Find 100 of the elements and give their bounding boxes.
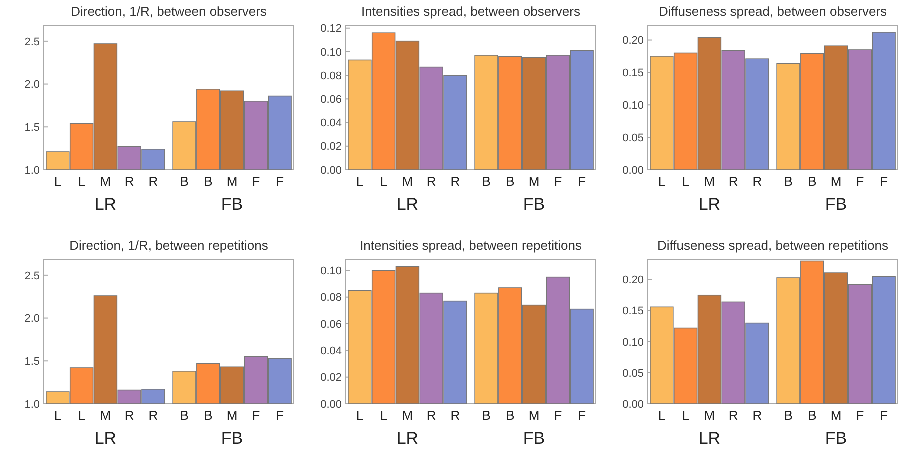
chart-title: Direction, 1/R, between repetitions: [70, 238, 269, 253]
y-tick-label: 0.08: [320, 70, 342, 82]
x-tick-label: B: [808, 174, 817, 189]
y-tick-label: 2.0: [24, 79, 40, 92]
chart-title: Diffuseness spread, between repetitions: [657, 238, 889, 253]
y-tick-label: 0.00: [622, 398, 644, 411]
text: LR: [698, 195, 721, 214]
y-tick-label: 0.10: [320, 266, 342, 278]
x-tick-label: M: [704, 408, 716, 423]
x-tick-label: F: [276, 174, 284, 189]
text: FB: [221, 429, 244, 448]
x-tick-label: B: [784, 408, 793, 423]
x-tick-label: M: [402, 174, 414, 189]
x-tick-label: F: [880, 408, 888, 423]
y-tick-label: 0.10: [622, 336, 644, 349]
y-tick-label: 0.05: [622, 368, 644, 380]
y-tick-label: 0.00: [320, 164, 342, 177]
y-tick-label: 2.5: [24, 270, 40, 282]
x-tick-label: L: [78, 408, 86, 423]
x-tick-label: M: [528, 174, 540, 189]
y-tick-label: 1.0: [24, 398, 40, 411]
y-tick-label: 0.04: [320, 118, 342, 130]
y-tick-label: 1.5: [24, 356, 40, 368]
x-tick-label: F: [554, 408, 562, 423]
x-tick-label: M: [830, 174, 842, 189]
y-tick-label: 0.08: [320, 292, 342, 304]
x-tick-label: B: [808, 408, 817, 423]
x-tick-label: R: [426, 408, 436, 423]
y-tick-label: 0.20: [622, 35, 644, 48]
x-tick-label: F: [252, 408, 260, 423]
x-tick-label: B: [204, 174, 213, 189]
x-tick-label: M: [528, 408, 540, 423]
text: FB: [825, 429, 848, 448]
y-tick-label: 0.00: [320, 398, 342, 411]
x-tick-label: B: [506, 408, 515, 423]
chart-title: Direction, 1/R, between observers: [71, 4, 268, 19]
y-tick-label: 0.15: [622, 68, 644, 80]
x-tick-label: R: [148, 174, 158, 189]
x-tick-label: R: [728, 174, 738, 189]
text: LR: [698, 429, 721, 448]
x-tick-label: M: [100, 174, 112, 189]
x-tick-label: R: [148, 408, 158, 423]
y-tick-label: 0.15: [622, 306, 644, 318]
x-tick-label: R: [124, 174, 134, 189]
y-tick-label: 0.10: [320, 46, 342, 59]
x-tick-label: R: [426, 174, 436, 189]
x-tick-label: L: [380, 408, 388, 423]
x-tick-label: F: [554, 174, 562, 189]
y-tick-label: 0.10: [622, 100, 644, 112]
x-tick-label: B: [784, 174, 793, 189]
x-tick-label: L: [356, 174, 364, 189]
text: LR: [94, 429, 117, 448]
y-tick-label: 2.0: [24, 313, 40, 326]
x-tick-label: L: [78, 174, 86, 189]
x-tick-label: R: [450, 174, 460, 189]
x-tick-label: M: [226, 408, 238, 423]
x-tick-label: L: [682, 174, 690, 189]
y-tick-label: 0.02: [320, 141, 342, 154]
x-tick-label: L: [54, 174, 62, 189]
x-tick-label: F: [856, 408, 864, 423]
x-tick-label: M: [100, 408, 112, 423]
x-tick-label: L: [380, 174, 388, 189]
x-tick-label: F: [880, 174, 888, 189]
text: LR: [396, 195, 419, 214]
chart-title: Intensities spread, between observers: [362, 4, 581, 19]
x-tick-label: R: [728, 408, 738, 423]
x-tick-label: L: [658, 408, 666, 423]
chart-title: Diffuseness spread, between observers: [658, 4, 888, 19]
x-tick-label: B: [482, 174, 491, 189]
x-tick-label: F: [276, 408, 284, 423]
x-tick-label: L: [682, 408, 690, 423]
x-tick-label: F: [578, 174, 586, 189]
y-tick-label: 0.12: [320, 23, 342, 36]
x-tick-label: F: [578, 408, 586, 423]
x-tick-label: R: [124, 408, 134, 423]
text: FB: [523, 429, 546, 448]
x-tick-label: B: [506, 174, 515, 189]
text: LR: [94, 195, 117, 214]
x-tick-label: B: [482, 408, 491, 423]
x-tick-label: B: [180, 408, 189, 423]
x-tick-label: R: [752, 408, 762, 423]
y-tick-label: 0.06: [320, 318, 342, 331]
x-tick-label: M: [704, 174, 716, 189]
y-tick-label: 2.5: [24, 36, 40, 48]
y-tick-label: 0.00: [622, 164, 644, 177]
x-tick-label: L: [658, 174, 666, 189]
y-tick-label: 0.02: [320, 372, 342, 384]
chart-title: Intensities spread, between repetitions: [360, 238, 582, 253]
text: FB: [221, 195, 244, 214]
y-tick-label: 0.06: [320, 94, 342, 106]
x-tick-label: F: [252, 174, 260, 189]
x-tick-label: R: [450, 408, 460, 423]
text: LR: [396, 429, 419, 448]
x-tick-label: F: [856, 174, 864, 189]
y-tick-label: 0.04: [320, 346, 342, 358]
y-tick-label: 0.05: [622, 132, 644, 144]
x-tick-label: M: [830, 408, 842, 423]
y-tick-label: 0.20: [622, 274, 644, 287]
x-tick-label: R: [752, 174, 762, 189]
x-tick-label: B: [204, 408, 213, 423]
